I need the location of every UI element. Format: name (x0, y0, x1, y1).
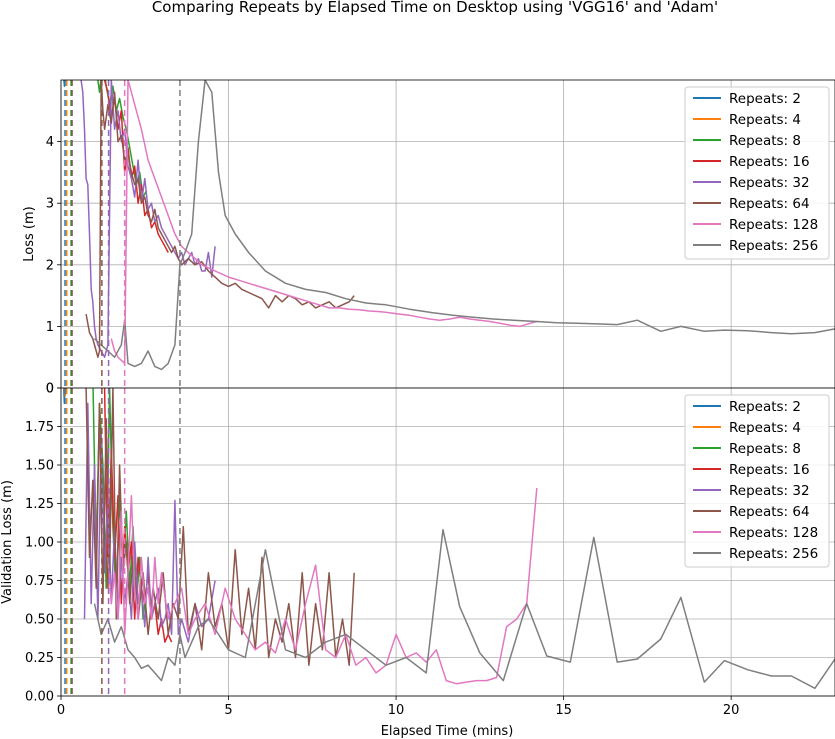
y-tick-label: 4 (46, 135, 54, 150)
x-tick-label: 15 (555, 703, 572, 718)
legend-entry: Repeats: 16 (729, 154, 810, 170)
y-tick-label: 2 (46, 258, 54, 273)
y-tick-label: 1.75 (25, 420, 54, 435)
series-group (62, 388, 835, 696)
legend-entry: Repeats: 64 (729, 196, 810, 212)
legend-entry: Repeats: 128 (729, 217, 818, 233)
legend-entry: Repeats: 128 (729, 525, 818, 541)
y-tick-label: 0.50 (25, 613, 54, 628)
series-line-repeats-2 (63, 80, 66, 87)
y-tick-label: 1.50 (25, 459, 54, 474)
y-tick-label: 0 (46, 382, 54, 397)
x-axis-label: Elapsed Time (mins) (381, 724, 514, 739)
x-tick-label: 10 (388, 703, 405, 718)
x-tick-label: 0 (57, 703, 65, 718)
y-tick-label: 0 (46, 382, 54, 397)
series-line-repeats-4 (64, 80, 67, 81)
series-group (63, 80, 835, 388)
series-line-repeats-256 (93, 80, 835, 371)
legend-entry: Repeats: 256 (729, 238, 818, 254)
legend: Repeats: 2 Repeats: 4 Repeats: 8 Repeats: 1… (684, 86, 830, 260)
panel-2: 0.00 0.25 0.50 0.75 1.00 1.25 1.50 1.75 0 0 5 10 15 2… (0, 382, 835, 718)
legend-entry: Repeats: 2 (729, 91, 801, 107)
chart-title: Comparing Repeats by Elapsed Time on Des… (152, 0, 718, 16)
y-tick-label: 0.00 (25, 690, 54, 705)
legend-entry: Repeats: 16 (729, 462, 810, 478)
y-tick-label: 1.00 (25, 536, 54, 551)
y-axis-label: Loss (m) (22, 206, 37, 261)
y-tick-label: 1.25 (25, 497, 54, 512)
legend-entry: Repeats: 32 (729, 483, 810, 499)
x-tick-label: 5 (224, 703, 232, 718)
legend-entry: Repeats: 256 (729, 546, 818, 562)
y-tick-label: 1 (46, 320, 54, 335)
y-tick-label: 3 (46, 197, 54, 212)
y-axis-label: Validation Loss (m) (0, 480, 15, 604)
legend-entry: Repeats: 64 (729, 504, 810, 520)
y-tick-label: 0.25 (25, 651, 54, 666)
series-line-repeats-128 (107, 488, 538, 685)
legend-entry: Repeats: 8 (729, 133, 801, 149)
series-line-repeats-128 (110, 80, 537, 365)
legend-box (684, 86, 830, 260)
legend-box (684, 394, 830, 568)
legend-entry: Repeats: 2 (729, 399, 801, 415)
series-line-repeats-32 (80, 80, 216, 358)
y-tick-label: 0.75 (25, 574, 54, 589)
legend-entry: Repeats: 8 (729, 441, 801, 457)
legend-entry: Repeats: 4 (729, 112, 801, 128)
series-line-repeats-256 (93, 528, 835, 690)
legend-entry: Repeats: 32 (729, 175, 810, 191)
legend: Repeats: 2 Repeats: 4 Repeats: 8 Repeats: 1… (684, 394, 830, 568)
legend-entry: Repeats: 4 (729, 420, 801, 436)
x-tick-label: 20 (723, 703, 740, 718)
